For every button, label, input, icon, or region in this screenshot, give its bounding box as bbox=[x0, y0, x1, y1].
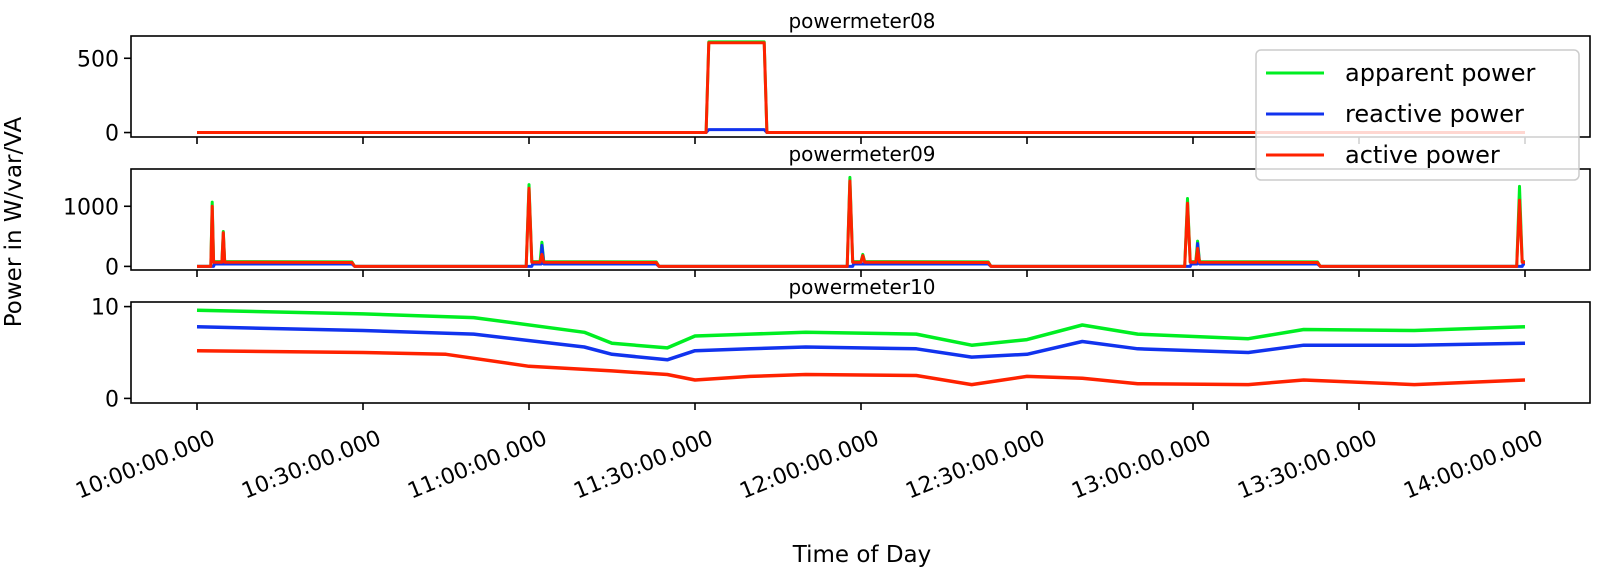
x-tick-label: 13:30:00.000 bbox=[1234, 426, 1380, 505]
x-tick-label: 12:30:00.000 bbox=[902, 426, 1048, 505]
legend-label: active power bbox=[1345, 141, 1500, 169]
x-tick-label: 11:00:00.000 bbox=[404, 426, 550, 505]
x-axis: 10:00:00.000 10:30:00.000 11:00:00.000 11:3… bbox=[72, 426, 1546, 505]
panel-title: powermeter08 bbox=[788, 9, 935, 33]
y-tick-label: 0 bbox=[105, 122, 119, 147]
series-line-active-power bbox=[197, 41, 1525, 134]
series-line-active-power bbox=[197, 179, 1525, 268]
y-tick-label: 0 bbox=[105, 255, 119, 280]
series-line-apparent-power bbox=[197, 175, 1525, 268]
series-line-apparent-power bbox=[196, 308, 1526, 350]
x-axis-label: Time of Day bbox=[792, 542, 932, 568]
x-tick-label: 12:00:00.000 bbox=[736, 426, 882, 505]
y-tick-label: 1000 bbox=[63, 195, 119, 220]
legend: apparent power reactive power active power bbox=[1255, 49, 1580, 181]
legend-label: apparent power bbox=[1345, 59, 1536, 87]
panel-title: powermeter10 bbox=[788, 275, 935, 299]
plot-frame bbox=[130, 168, 1591, 271]
legend-box bbox=[1255, 49, 1580, 181]
x-tick-label: 14:00:00.000 bbox=[1400, 426, 1546, 505]
panel-title: powermeter09 bbox=[788, 142, 935, 166]
y-tick-label: 500 bbox=[77, 47, 119, 72]
x-tick-label: 11:30:00.000 bbox=[570, 426, 716, 505]
x-tick-label: 10:30:00.000 bbox=[238, 426, 384, 505]
y-axis-label: Power in W/var/VA bbox=[1, 116, 27, 327]
panel-powermeter08: powermeter08 0 500 bbox=[77, 9, 1591, 147]
panel-powermeter09: powermeter09 0 1000 bbox=[63, 142, 1591, 280]
legend-label: reactive power bbox=[1345, 100, 1524, 128]
panel-powermeter10: powermeter10 0 10 bbox=[91, 275, 1591, 412]
y-tick-label: 0 bbox=[105, 387, 119, 412]
series-line-active-power bbox=[196, 348, 1526, 387]
x-tick-label: 10:00:00.000 bbox=[72, 426, 218, 505]
series-line-reactive-power bbox=[196, 325, 1526, 362]
y-tick-label: 10 bbox=[91, 296, 119, 321]
x-tick-label: 13:00:00.000 bbox=[1068, 426, 1214, 505]
